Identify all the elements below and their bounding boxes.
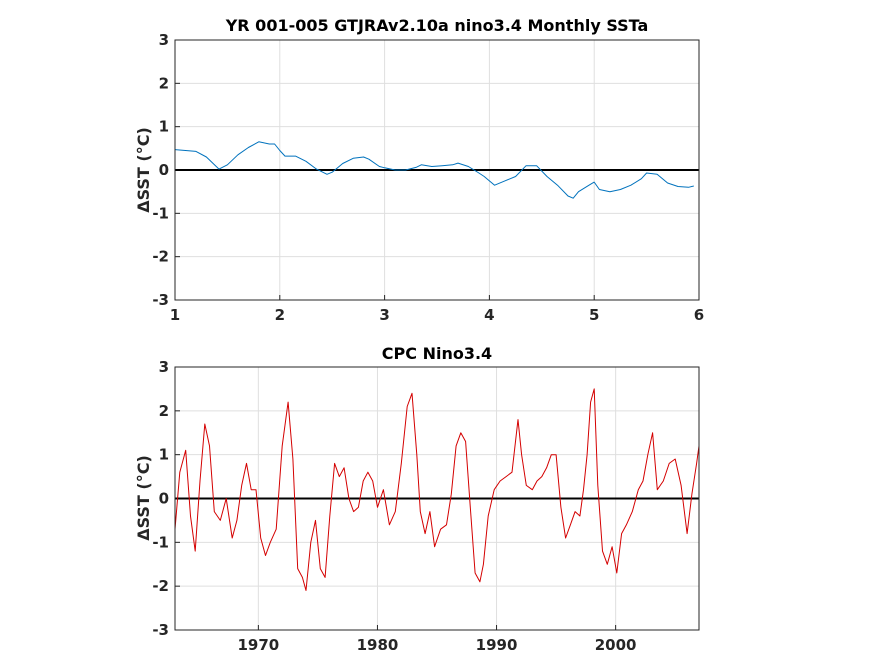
y-tick-label: 1: [159, 118, 169, 136]
series-group: [174, 388, 700, 591]
y-tick-label: -1: [152, 204, 169, 222]
chart-title: YR 001-005 GTJRAv2.10a nino3.4 Monthly S…: [225, 16, 649, 35]
y-tick-label: -2: [152, 577, 169, 595]
y-tick-label: -3: [152, 621, 169, 639]
panel-bottom: CPC Nino3.4 1970 1980 1990 2000 -3-2-10123 …: [134, 344, 700, 654]
x-tick-label: 3: [379, 306, 389, 324]
chart-title: CPC Nino3.4: [382, 344, 492, 363]
series-group: [174, 141, 694, 199]
y-tick-label: 3: [159, 358, 169, 376]
y-tick-label: 0: [159, 161, 169, 179]
y-tick-label: -2: [152, 248, 169, 266]
series-line: [174, 388, 700, 591]
series-line: [174, 141, 694, 199]
x-tick-label: 1980: [357, 636, 399, 654]
y-axis-label: ΔSST (°C): [134, 455, 153, 541]
x-tick-label: 2000: [595, 636, 637, 654]
y-tick-label: 2: [159, 74, 169, 92]
y-tick-label: 1: [159, 446, 169, 464]
x-tick-labels: 1970 1980 1990 2000: [237, 636, 636, 654]
y-tick-label: -3: [152, 291, 169, 309]
x-tick-label: 2: [275, 306, 285, 324]
y-tick-labels: -3 -2 -1 0 1 2 3: [152, 358, 169, 639]
y-axis-label: ΔSST (°C): [134, 127, 153, 213]
x-tick-labels: 1 2 3 4 5 6: [170, 306, 704, 324]
y-tick-label: -1: [152, 533, 169, 551]
x-tick-label: 1990: [476, 636, 518, 654]
x-tick-label: 1: [170, 306, 180, 324]
axes-box: [174, 39, 700, 301]
y-tick-labels: -3 -2 -1 0 1 2 3: [152, 31, 169, 309]
panel-top: YR 001-005 GTJRAv2.10a nino3.4 Monthly S…: [134, 16, 704, 324]
y-tick-label: 2: [159, 402, 169, 420]
x-tick-label: 6: [694, 306, 704, 324]
axes-box: [174, 366, 700, 631]
x-tick-label: 1970: [237, 636, 279, 654]
y-tick-label: 3: [159, 31, 169, 49]
y-tick-label: 0: [159, 490, 169, 508]
x-tick-label: 4: [484, 306, 494, 324]
x-tick-label: 5: [589, 306, 599, 324]
